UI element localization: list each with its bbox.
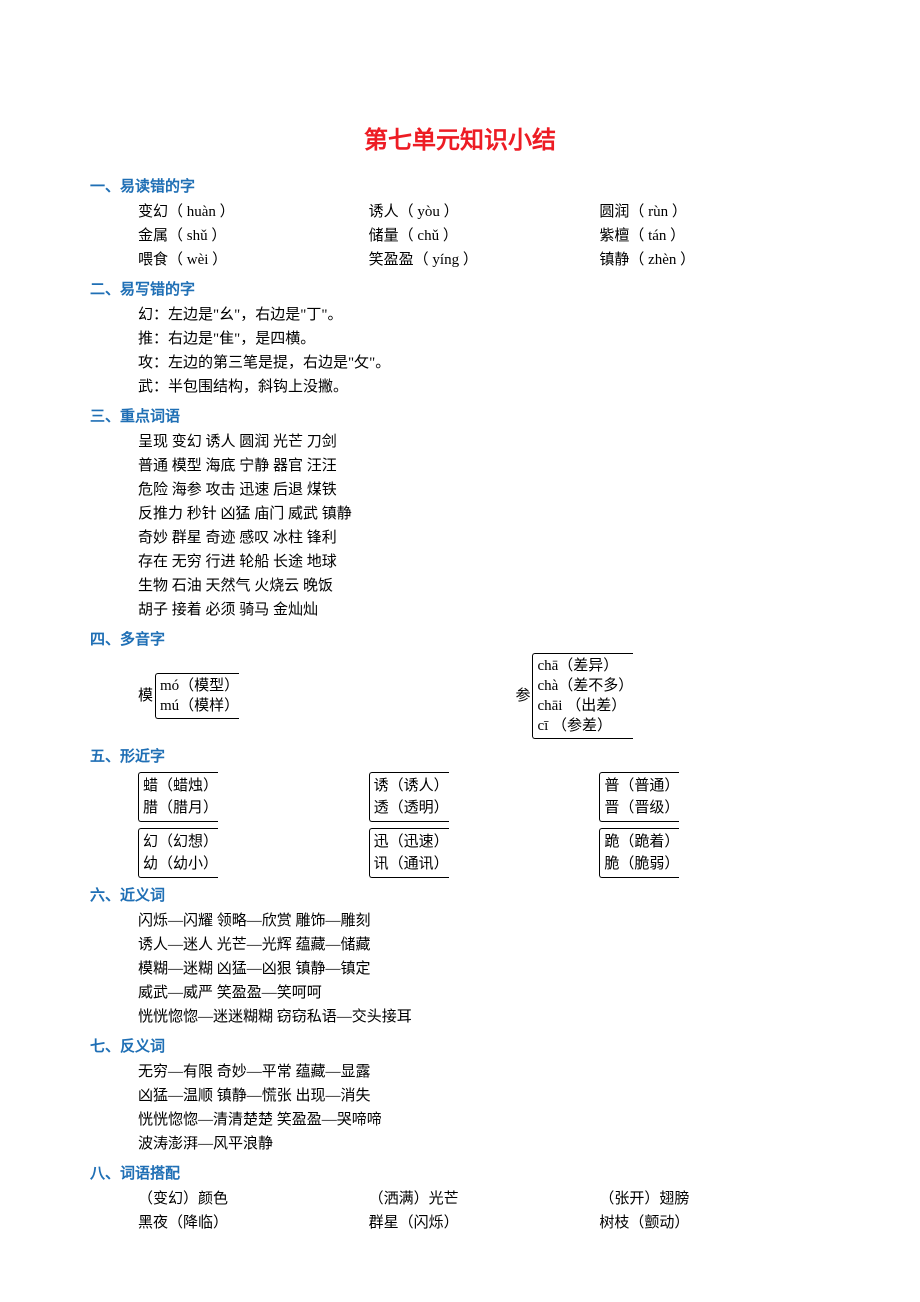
s2-line: 推：右边是"隹"，是四横。 (138, 327, 830, 351)
s7-line: 恍恍惚惚—清清楚楚 笑盈盈—哭啼啼 (138, 1108, 830, 1132)
poly-item: mú（模样） (160, 696, 239, 716)
s3-line: 反推力 秒针 凶猛 庙门 威武 镇静 (138, 502, 830, 526)
colloc-cell: 群星（闪烁） (369, 1211, 600, 1235)
section-7-body: 无穷—有限 奇妙—平常 蕴藏—显露 凶猛—温顺 镇静—慌张 出现—消失 恍恍惚惚… (90, 1060, 830, 1156)
near-item: 跪（跪着） (604, 831, 679, 853)
section-6-header: 六、近义词 (90, 884, 830, 905)
s3-line: 胡子 接着 必须 骑马 金灿灿 (138, 598, 830, 622)
poly-item: mó（模型） (160, 676, 239, 696)
s6-line: 诱人—迷人 光芒—光辉 蕴藏—储藏 (138, 933, 830, 957)
s1-cell: 镇静（ zhèn ） (599, 248, 830, 272)
near-col: 幻（幻想） 幼（幼小） (138, 828, 369, 878)
section-2-header: 二、易写错的字 (90, 278, 830, 299)
poly-char: 模 (138, 686, 153, 706)
near-item: 诱（诱人） (374, 775, 449, 797)
section-8-body: （变幻）颜色 （洒满）光芒 （张开）翅膀 黑夜（降临） 群星（闪烁） 树枝（颤动… (90, 1187, 830, 1235)
colloc-cell: （洒满）光芒 (369, 1187, 600, 1211)
s3-line: 普通 模型 海底 宁静 器官 汪汪 (138, 454, 830, 478)
s1-row: 变幻（ huàn ） 诱人（ yòu ） 圆润（ rùn ） (138, 200, 830, 224)
near-item: 透（透明） (374, 797, 449, 819)
s7-line: 凶猛—温顺 镇静—慌张 出现—消失 (138, 1084, 830, 1108)
s2-line: 武：半包围结构，斜钩上没撇。 (138, 375, 830, 399)
section-1-body: 变幻（ huàn ） 诱人（ yòu ） 圆润（ rùn ） 金属（ shǔ ）… (90, 200, 830, 272)
s1-cell: 储量（ chǔ ） (369, 224, 600, 248)
s1-row: 喂食（ wèi ） 笑盈盈（ yíng ） 镇静（ zhèn ） (138, 248, 830, 272)
section-2-body: 幻：左边是"幺"，右边是"丁"。 推：右边是"隹"，是四横。 攻：左边的第三笔是… (90, 303, 830, 399)
near-item: 幼（幼小） (143, 853, 218, 875)
bracket: 蜡（蜡烛） 腊（腊月） (138, 772, 218, 822)
near-item: 晋（晋级） (604, 797, 679, 819)
s7-line: 波涛澎湃—风平浪静 (138, 1132, 830, 1156)
section-1-header: 一、易读错的字 (90, 175, 830, 196)
section-3-header: 三、重点词语 (90, 405, 830, 426)
near-item: 蜡（蜡烛） (143, 775, 218, 797)
s1-cell: 笑盈盈（ yíng ） (369, 248, 600, 272)
bracket: chā（差异） chà（差不多） chāi （出差） cī （参差） (532, 653, 633, 739)
s3-line: 呈现 变幻 诱人 圆润 光芒 刀剑 (138, 430, 830, 454)
bracket: mó（模型） mú（模样） (155, 673, 239, 719)
s1-cell: 紫檀（ tán ） (599, 224, 830, 248)
s6-line: 模糊—迷糊 凶猛—凶狠 镇静—镇定 (138, 957, 830, 981)
s3-line: 危险 海参 攻击 迅速 后退 煤铁 (138, 478, 830, 502)
near-item: 迅（迅速） (374, 831, 449, 853)
polyphone-right: 参 chā（差异） chà（差不多） chāi （出差） cī （参差） (515, 653, 830, 739)
s6-line: 闪烁—闪耀 领略—欣赏 雕饰—雕刻 (138, 909, 830, 933)
polyphone-left: 模 mó（模型） mú（模样） (138, 673, 515, 719)
near-col: 跪（跪着） 脆（脆弱） (599, 828, 830, 878)
s1-cell: 金属（ shǔ ） (138, 224, 369, 248)
section-3-body: 呈现 变幻 诱人 圆润 光芒 刀剑 普通 模型 海底 宁静 器官 汪汪 危险 海… (90, 430, 830, 622)
page-title: 第七单元知识小结 (90, 120, 830, 155)
section-5-body: 蜡（蜡烛） 腊（腊月） 诱（诱人） 透（透明） 普（普通） 晋（晋级） (90, 772, 830, 878)
poly-item: chà（差不多） (537, 676, 633, 696)
bracket: 普（普通） 晋（晋级） (599, 772, 679, 822)
colloc-cell: 黑夜（降临） (138, 1211, 369, 1235)
poly-item: chāi （出差） (537, 696, 633, 716)
s2-line: 幻：左边是"幺"，右边是"丁"。 (138, 303, 830, 327)
s1-cell: 诱人（ yòu ） (369, 200, 600, 224)
near-item: 脆（脆弱） (604, 853, 679, 875)
near-col: 诱（诱人） 透（透明） (369, 772, 600, 822)
colloc-row: 黑夜（降临） 群星（闪烁） 树枝（颤动） (138, 1211, 830, 1235)
s6-line: 恍恍惚惚—迷迷糊糊 窃窃私语—交头接耳 (138, 1005, 830, 1029)
section-4-body: 模 mó（模型） mú（模样） 参 chā（差异） chà（差不多） chāi … (90, 653, 830, 739)
s1-cell: 圆润（ rùn ） (599, 200, 830, 224)
section-7-header: 七、反义词 (90, 1035, 830, 1056)
s3-line: 存在 无穷 行进 轮船 长途 地球 (138, 550, 830, 574)
page: 第七单元知识小结 一、易读错的字 变幻（ huàn ） 诱人（ yòu ） 圆润… (0, 0, 920, 1295)
section-6-body: 闪烁—闪耀 领略—欣赏 雕饰—雕刻 诱人—迷人 光芒—光辉 蕴藏—储藏 模糊—迷… (90, 909, 830, 1029)
s1-cell: 变幻（ huàn ） (138, 200, 369, 224)
s7-line: 无穷—有限 奇妙—平常 蕴藏—显露 (138, 1060, 830, 1084)
poly-item: chā（差异） (537, 656, 633, 676)
near-row: 幻（幻想） 幼（幼小） 迅（迅速） 讯（通讯） 跪（跪着） 脆（脆弱） (138, 828, 830, 878)
bracket: 诱（诱人） 透（透明） (369, 772, 449, 822)
near-row: 蜡（蜡烛） 腊（腊月） 诱（诱人） 透（透明） 普（普通） 晋（晋级） (138, 772, 830, 822)
polyphone-row: 模 mó（模型） mú（模样） 参 chā（差异） chà（差不多） chāi … (138, 653, 830, 739)
s1-row: 金属（ shǔ ） 储量（ chǔ ） 紫檀（ tán ） (138, 224, 830, 248)
near-item: 腊（腊月） (143, 797, 218, 819)
bracket: 跪（跪着） 脆（脆弱） (599, 828, 679, 878)
poly-char: 参 (515, 686, 530, 706)
section-8-header: 八、词语搭配 (90, 1162, 830, 1183)
s3-line: 奇妙 群星 奇迹 感叹 冰柱 锋利 (138, 526, 830, 550)
section-4-header: 四、多音字 (90, 628, 830, 649)
near-col: 迅（迅速） 讯（通讯） (369, 828, 600, 878)
s6-line: 威武—威严 笑盈盈—笑呵呵 (138, 981, 830, 1005)
s3-line: 生物 石油 天然气 火烧云 晚饭 (138, 574, 830, 598)
near-item: 普（普通） (604, 775, 679, 797)
colloc-row: （变幻）颜色 （洒满）光芒 （张开）翅膀 (138, 1187, 830, 1211)
bracket: 幻（幻想） 幼（幼小） (138, 828, 218, 878)
s2-line: 攻：左边的第三笔是提，右边是"攵"。 (138, 351, 830, 375)
near-item: 幻（幻想） (143, 831, 218, 853)
bracket: 迅（迅速） 讯（通讯） (369, 828, 449, 878)
near-item: 讯（通讯） (374, 853, 449, 875)
colloc-cell: （变幻）颜色 (138, 1187, 369, 1211)
s1-cell: 喂食（ wèi ） (138, 248, 369, 272)
colloc-cell: （张开）翅膀 (599, 1187, 830, 1211)
colloc-cell: 树枝（颤动） (599, 1211, 830, 1235)
near-col: 普（普通） 晋（晋级） (599, 772, 830, 822)
section-5-header: 五、形近字 (90, 745, 830, 766)
poly-item: cī （参差） (537, 716, 633, 736)
near-col: 蜡（蜡烛） 腊（腊月） (138, 772, 369, 822)
